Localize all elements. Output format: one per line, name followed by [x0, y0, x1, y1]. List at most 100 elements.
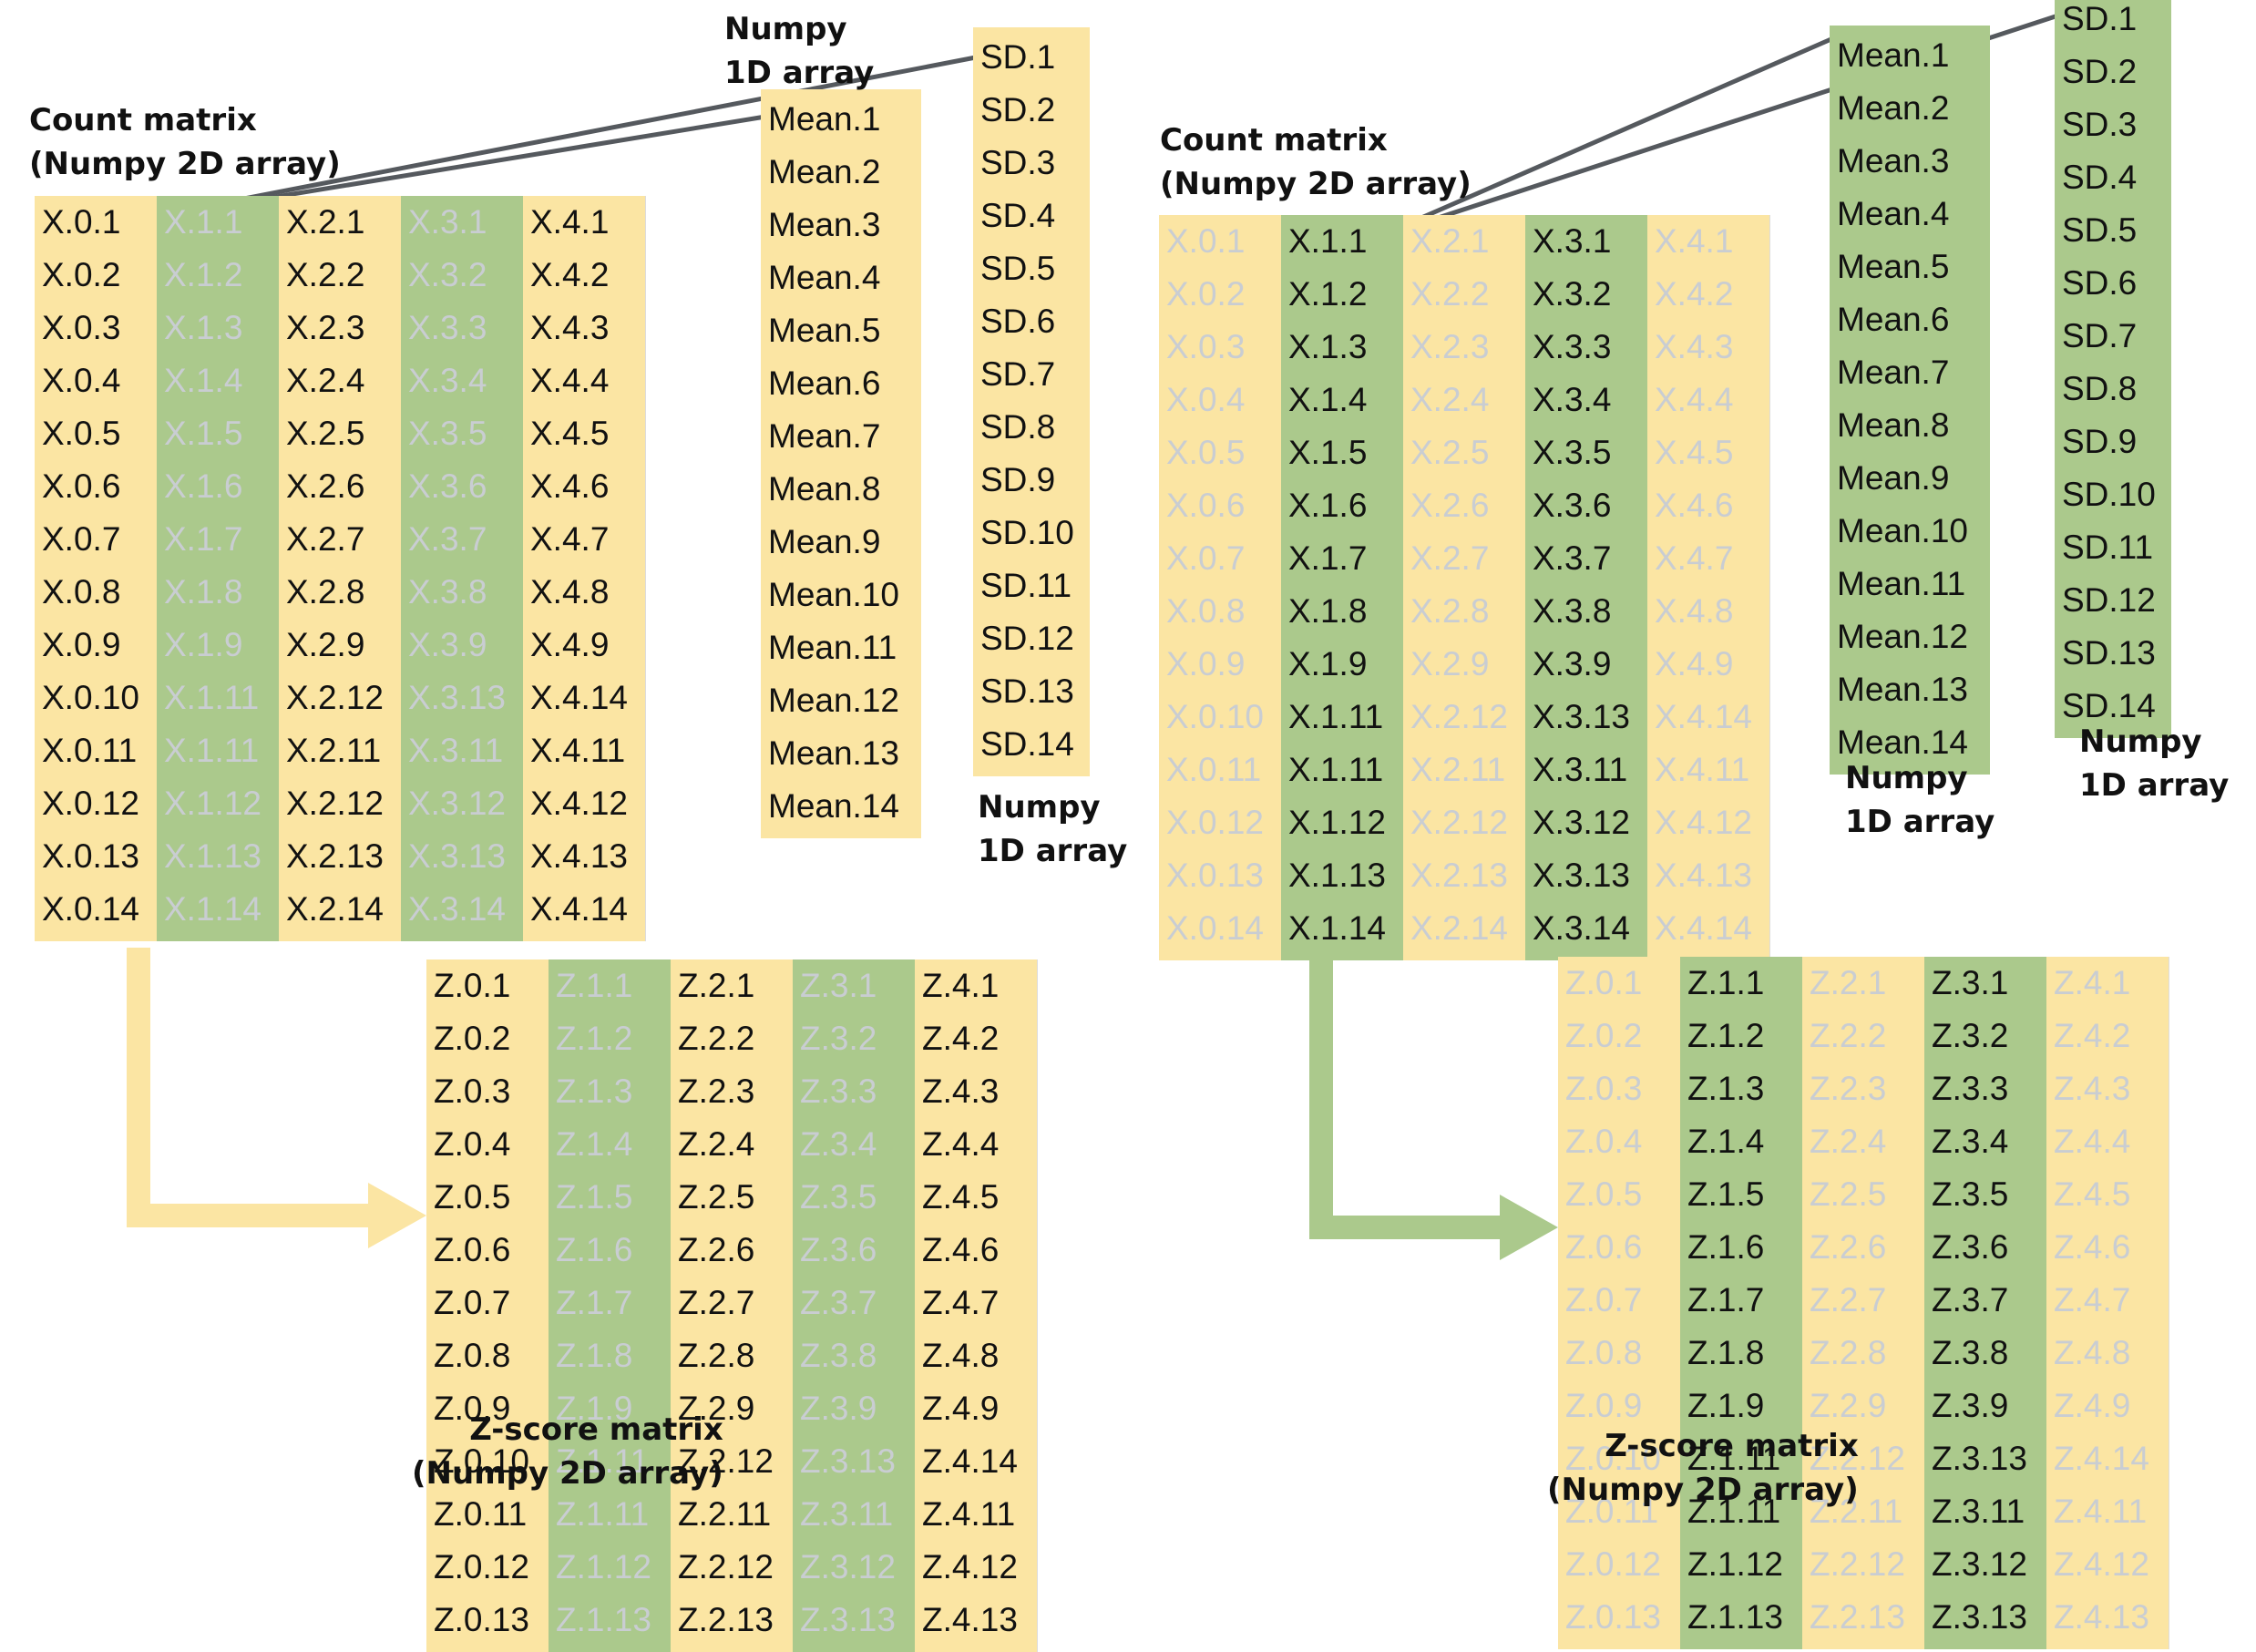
- right-count-cell: X.3.13: [1533, 857, 1630, 894]
- right-sd-array-cell: SD.11: [2062, 528, 2154, 566]
- left-count-cell: X.1.3: [164, 309, 243, 346]
- right-count-cell: X.2.5: [1410, 434, 1490, 471]
- right-sd-array-cell: SD.5: [2062, 211, 2138, 249]
- left-sd-caption-line: Numpy: [978, 789, 1101, 826]
- right-count-cell: X.2.3: [1410, 328, 1490, 365]
- right-zscore-cell: Z.0.2: [1565, 1017, 1643, 1054]
- left-count-cell: X.0.9: [42, 626, 121, 663]
- left-zscore-cell: Z.4.8: [922, 1337, 1000, 1374]
- left-zscore-cell: Z.2.12: [678, 1442, 774, 1480]
- left-zscore-cell: Z.3.3: [800, 1072, 877, 1110]
- left-zscore-cell: Z.1.12: [556, 1548, 651, 1585]
- left-count-cell: X.1.5: [164, 415, 243, 452]
- right-count-cell: X.3.7: [1533, 539, 1612, 577]
- right-count-cell: X.1.14: [1288, 909, 1386, 947]
- left-count-cell: X.2.14: [286, 890, 384, 928]
- left-count-cell: X.2.2: [286, 256, 365, 293]
- right-mean-array-cell: Mean.10: [1837, 512, 1968, 549]
- right-zscore-cell: Z.0.5: [1565, 1175, 1643, 1213]
- right-sd-caption: Numpy 1D array: [2079, 720, 2229, 807]
- right-count-cell: X.0.7: [1166, 539, 1246, 577]
- left-count-cell: X.3.13: [408, 837, 506, 875]
- left-count-cell: X.1.7: [164, 520, 243, 558]
- right-count-cell: X.3.11: [1533, 751, 1628, 788]
- left-count-cell: X.2.11: [286, 732, 382, 769]
- right-mean-caption-line: 1D array: [1845, 804, 1995, 840]
- left-sd-array-cell: SD.1: [980, 38, 1056, 76]
- left-count-column-3: X.3.1 X.3.2 X.3.3 X.3.4 X.3.5 X.3.6 X.3.7 X.3.8…: [401, 196, 524, 941]
- right-zscore-column-4: Z.4.1 Z.4.2 Z.4.3 Z.4.4 Z.4.5 Z.4.6 Z.4.7 Z.4.8…: [2046, 957, 2169, 1649]
- right-count-column-2: X.2.1 X.2.2 X.2.3 X.2.4 X.2.5 X.2.6 X.2.7 X.2.8…: [1403, 215, 1526, 960]
- left-count-cell: X.1.13: [164, 837, 261, 875]
- right-mean-array-cell: Mean.6: [1837, 301, 1950, 338]
- right-zscore-cell: Z.0.13: [1565, 1598, 1661, 1636]
- right-sd-caption-line: 1D array: [2079, 767, 2230, 804]
- left-zscore-cell: Z.2.13: [678, 1601, 774, 1638]
- left-count-cell: X.2.13: [286, 837, 384, 875]
- right-mean-array-cell: Mean.5: [1837, 248, 1950, 285]
- right-sd-array-cell: SD.7: [2062, 317, 2138, 354]
- right-count-cell: X.2.7: [1410, 539, 1490, 577]
- left-sd-array-cell: SD.2: [980, 91, 1056, 128]
- right-count-cell: X.1.9: [1288, 645, 1368, 682]
- right-zscore-cell: Z.3.6: [1932, 1228, 2009, 1266]
- right-mean-array-cell: Mean.11: [1837, 565, 1966, 602]
- right-count-cell: X.0.10: [1166, 698, 1264, 735]
- right-count-caption-line: (Numpy 2D array): [1160, 166, 1472, 202]
- right-count-cell: X.4.4: [1655, 381, 1734, 418]
- left-zscore-cell: Z.2.4: [678, 1125, 755, 1163]
- right-zscore-cell: Z.2.2: [1810, 1017, 1887, 1054]
- right-mean-array-cell: Mean.7: [1837, 354, 1950, 391]
- left-count-cell: X.0.11: [42, 732, 138, 769]
- left-count-cell: X.4.14: [530, 679, 628, 716]
- left-zscore-cell: Z.3.12: [800, 1548, 896, 1585]
- left-mean-array-cell: Mean.14: [768, 787, 899, 825]
- right-zscore-cell: Z.3.1: [1932, 964, 2009, 1001]
- right-zscore-cell: Z.4.12: [2054, 1545, 2149, 1583]
- right-zscore-column-3: Z.3.1 Z.3.2 Z.3.3 Z.3.4 Z.3.5 Z.3.6 Z.3.7 Z.3.8…: [1924, 957, 2047, 1649]
- right-zscore-cell: Z.4.9: [2054, 1387, 2131, 1424]
- left-zscore-caption-line: Z-score matrix: [469, 1411, 723, 1448]
- right-count-cell: X.2.4: [1410, 381, 1490, 418]
- right-zscore-cell: Z.1.5: [1687, 1175, 1765, 1213]
- right-zscore-cell: Z.0.4: [1565, 1123, 1643, 1160]
- right-zscore-cell: Z.4.4: [2054, 1123, 2131, 1160]
- right-flow-arrow-shaft: [1309, 957, 1503, 1239]
- left-count-cell: X.4.6: [530, 467, 610, 505]
- left-zscore-cell: Z.1.8: [556, 1337, 633, 1374]
- left-zscore-column-2: Z.2.1 Z.2.2 Z.2.3 Z.2.4 Z.2.5 Z.2.6 Z.2.7 Z.2.8…: [671, 959, 794, 1652]
- right-count-cell: X.4.5: [1655, 434, 1734, 471]
- left-zscore-cell: Z.1.6: [556, 1231, 633, 1268]
- right-zscore-cell: Z.2.13: [1810, 1598, 1905, 1636]
- right-count-cell: X.1.1: [1288, 222, 1368, 260]
- right-sd-array-cell: SD.13: [2062, 634, 2156, 672]
- left-zscore-cell: Z.2.11: [678, 1495, 772, 1533]
- right-count-column-0: X.0.1 X.0.2 X.0.3 X.0.4 X.0.5 X.0.6 X.0.7 X.0.8…: [1159, 215, 1282, 960]
- left-mean-array-cell: Mean.4: [768, 259, 881, 296]
- right-zscore-cell: Z.2.7: [1810, 1281, 1887, 1319]
- left-zscore-cell: Z.2.5: [678, 1178, 755, 1216]
- left-zscore-matrix: Z.0.1 Z.0.2 Z.0.3 Z.0.4 Z.0.5 Z.0.6 Z.0.7 Z.0.8…: [426, 959, 1038, 1652]
- right-count-cell: X.2.9: [1410, 645, 1490, 682]
- right-zscore-cell: Z.1.8: [1687, 1334, 1765, 1371]
- right-sd-array-cell: SD.12: [2062, 581, 2156, 619]
- left-mean-caption-line: Numpy: [724, 11, 847, 47]
- left-count-cell: X.4.4: [530, 362, 610, 399]
- left-count-cell: X.1.4: [164, 362, 243, 399]
- right-count-cell: X.4.8: [1655, 592, 1734, 630]
- right-count-cell: X.0.5: [1166, 434, 1246, 471]
- right-zscore-cell: Z.3.11: [1932, 1493, 2025, 1530]
- right-sd-array-cell: SD.3: [2062, 106, 2138, 143]
- left-zscore-cell: Z.3.9: [800, 1390, 877, 1427]
- left-count-cell: X.0.7: [42, 520, 121, 558]
- left-sd-array-cell: SD.12: [980, 620, 1074, 657]
- left-zscore-cell: Z.0.3: [434, 1072, 511, 1110]
- left-count-cell: X.3.4: [408, 362, 487, 399]
- right-zscore-cell: Z.0.3: [1565, 1070, 1643, 1107]
- right-count-cell: X.0.1: [1166, 222, 1246, 260]
- left-count-cell: X.2.5: [286, 415, 365, 452]
- right-zscore-cell: Z.4.11: [2054, 1493, 2148, 1530]
- right-count-cell: X.0.12: [1166, 804, 1264, 841]
- right-count-cell: X.1.13: [1288, 857, 1386, 894]
- left-zscore-cell: Z.3.4: [800, 1125, 877, 1163]
